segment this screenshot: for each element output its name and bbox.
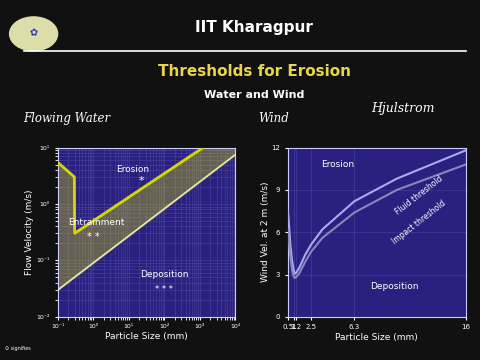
Text: ⊙ signifies: ⊙ signifies [5,346,31,351]
Text: Hjulstrom: Hjulstrom [372,102,435,115]
X-axis label: Particle Size (mm): Particle Size (mm) [105,332,188,341]
Text: IIT Kharagpur: IIT Kharagpur [195,19,313,35]
X-axis label: Particle Size (mm): Particle Size (mm) [336,333,418,342]
Text: *: * [138,176,144,186]
Text: ✿: ✿ [30,29,37,39]
Text: Impact threshold: Impact threshold [391,198,448,246]
Text: Wind: Wind [258,112,289,125]
Text: * * *: * * * [155,285,173,294]
Text: Erosion: Erosion [116,165,149,174]
Text: Erosion: Erosion [321,160,354,169]
Text: Deposition: Deposition [140,270,189,279]
Y-axis label: Wind Vel. at 2 m (m/s): Wind Vel. at 2 m (m/s) [261,182,270,283]
Text: * *: * * [87,232,99,242]
Text: Fluid threshold: Fluid threshold [394,174,445,216]
Y-axis label: Flow Velocity (m/s): Flow Velocity (m/s) [24,189,34,275]
Text: Thresholds for Erosion: Thresholds for Erosion [158,64,351,78]
Text: Water and Wind: Water and Wind [204,90,305,100]
Text: Deposition: Deposition [370,282,419,291]
Text: Entrainment: Entrainment [69,217,125,226]
Text: Flowing Water: Flowing Water [24,112,111,125]
Circle shape [10,17,58,51]
